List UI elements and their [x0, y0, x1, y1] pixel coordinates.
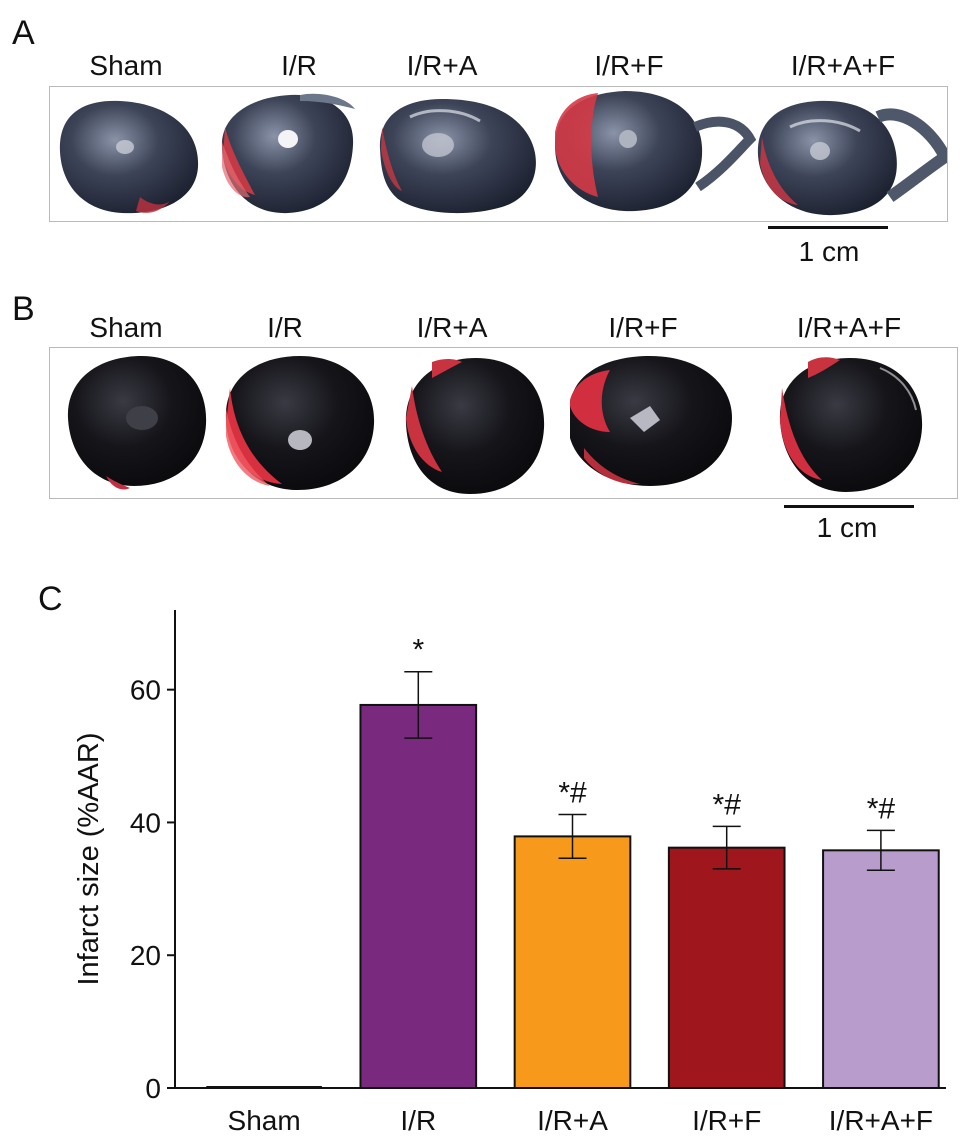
- x-tick-label-ira: I/R+A: [537, 1105, 608, 1136]
- bar-iraf: [822, 849, 940, 1090]
- panel-a-label-ira: I/R+A: [406, 50, 478, 81]
- panel-b-label-iraf: I/R+A+F: [796, 312, 902, 343]
- x-tick-label-ir: I/R: [400, 1105, 436, 1136]
- significance-label-irf: *#: [713, 788, 742, 821]
- y-axis-label: Infarct size (%AAR): [73, 733, 105, 986]
- panel-b-label-sham: Sham: [89, 312, 163, 343]
- infarct-size-bar-chart: 0 20 40 60 Infarct size (%AAR) Sham * I/R *# I/R+…: [73, 610, 946, 1136]
- bar-ira: [513, 835, 632, 1089]
- y-tick-label: 20: [130, 940, 161, 971]
- panel-b-slice-ira: [405, 358, 545, 494]
- panel-b-label-irf: I/R+F: [608, 312, 678, 343]
- panel-a-slice-iraf: [757, 100, 953, 216]
- panel-b-photo-frame: [49, 347, 958, 499]
- x-tick-label-irf: I/R+F: [692, 1105, 761, 1136]
- panel-a-scale-label: 1 cm: [798, 236, 860, 267]
- panel-a-slice-ira: [379, 99, 536, 214]
- significance-label-ir: *: [412, 634, 424, 667]
- panel-b-slice-sham: [67, 356, 207, 490]
- panel-a-label-iraf: I/R+A+F: [790, 50, 896, 81]
- panel-a-letter: A: [12, 14, 35, 52]
- panel-b-label-ir: I/R: [267, 312, 303, 343]
- y-tick-label: 0: [145, 1073, 161, 1104]
- panel-b-scale-label: 1 cm: [816, 512, 878, 543]
- panel-b-heart-slices: [67, 356, 923, 494]
- panel-a-heart-slices: [59, 91, 953, 216]
- panel-b-slice-ir: [225, 356, 375, 490]
- panel-a-slice-ir: [221, 93, 355, 214]
- panel-b-slice-iraf: [779, 357, 923, 492]
- bar-irf: [667, 846, 786, 1089]
- panel-a-photo-frame: [49, 86, 953, 222]
- panel-b-letter: B: [12, 290, 35, 328]
- y-tick-label: 40: [130, 807, 161, 838]
- significance-label-ira: *#: [558, 776, 587, 809]
- x-tick-label-iraf: I/R+A+F: [829, 1105, 933, 1136]
- panel-a-label-ir: I/R: [281, 50, 317, 81]
- panel-b-label-ira: I/R+A: [416, 312, 488, 343]
- panel-a-scale-bar: [768, 226, 888, 229]
- bar-ir: [359, 703, 478, 1090]
- panel-a-label-irf: I/R+F: [594, 50, 664, 81]
- panel-a-slice-sham: [59, 100, 199, 214]
- panel-a-slice-irf: [554, 91, 757, 212]
- y-tick-label: 60: [130, 675, 161, 706]
- panel-b-slice-irf: [570, 356, 732, 486]
- x-tick-label-sham: Sham: [228, 1105, 301, 1136]
- significance-label-iraf: *#: [867, 792, 896, 825]
- panel-a-label-sham: Sham: [89, 50, 163, 81]
- panel-c-letter: C: [38, 580, 63, 618]
- panel-b-scale-bar: [784, 505, 914, 508]
